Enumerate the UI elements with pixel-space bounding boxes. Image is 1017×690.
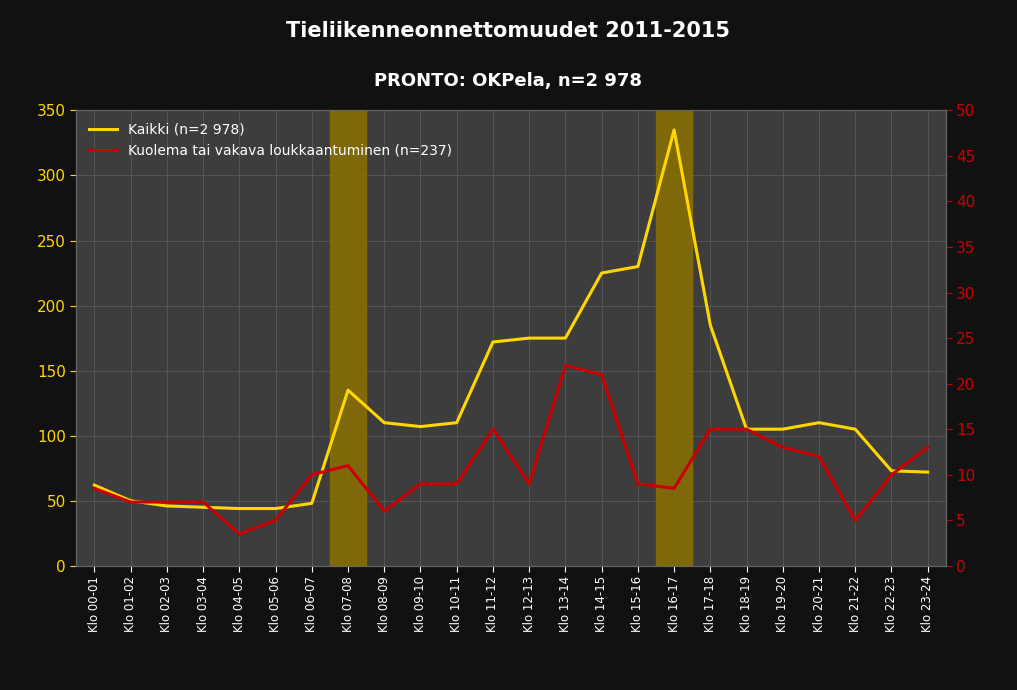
Bar xyxy=(330,110,366,566)
Legend: Kaikki (n=2 978), Kuolema tai vakava loukkaantuminen (n=237): Kaikki (n=2 978), Kuolema tai vakava lou… xyxy=(83,117,458,164)
Bar xyxy=(656,110,693,566)
Text: Tieliikenneonnettomuudet 2011-2015: Tieliikenneonnettomuudet 2011-2015 xyxy=(287,21,730,41)
Text: PRONTO: OKPela, n=2 978: PRONTO: OKPela, n=2 978 xyxy=(374,72,643,90)
